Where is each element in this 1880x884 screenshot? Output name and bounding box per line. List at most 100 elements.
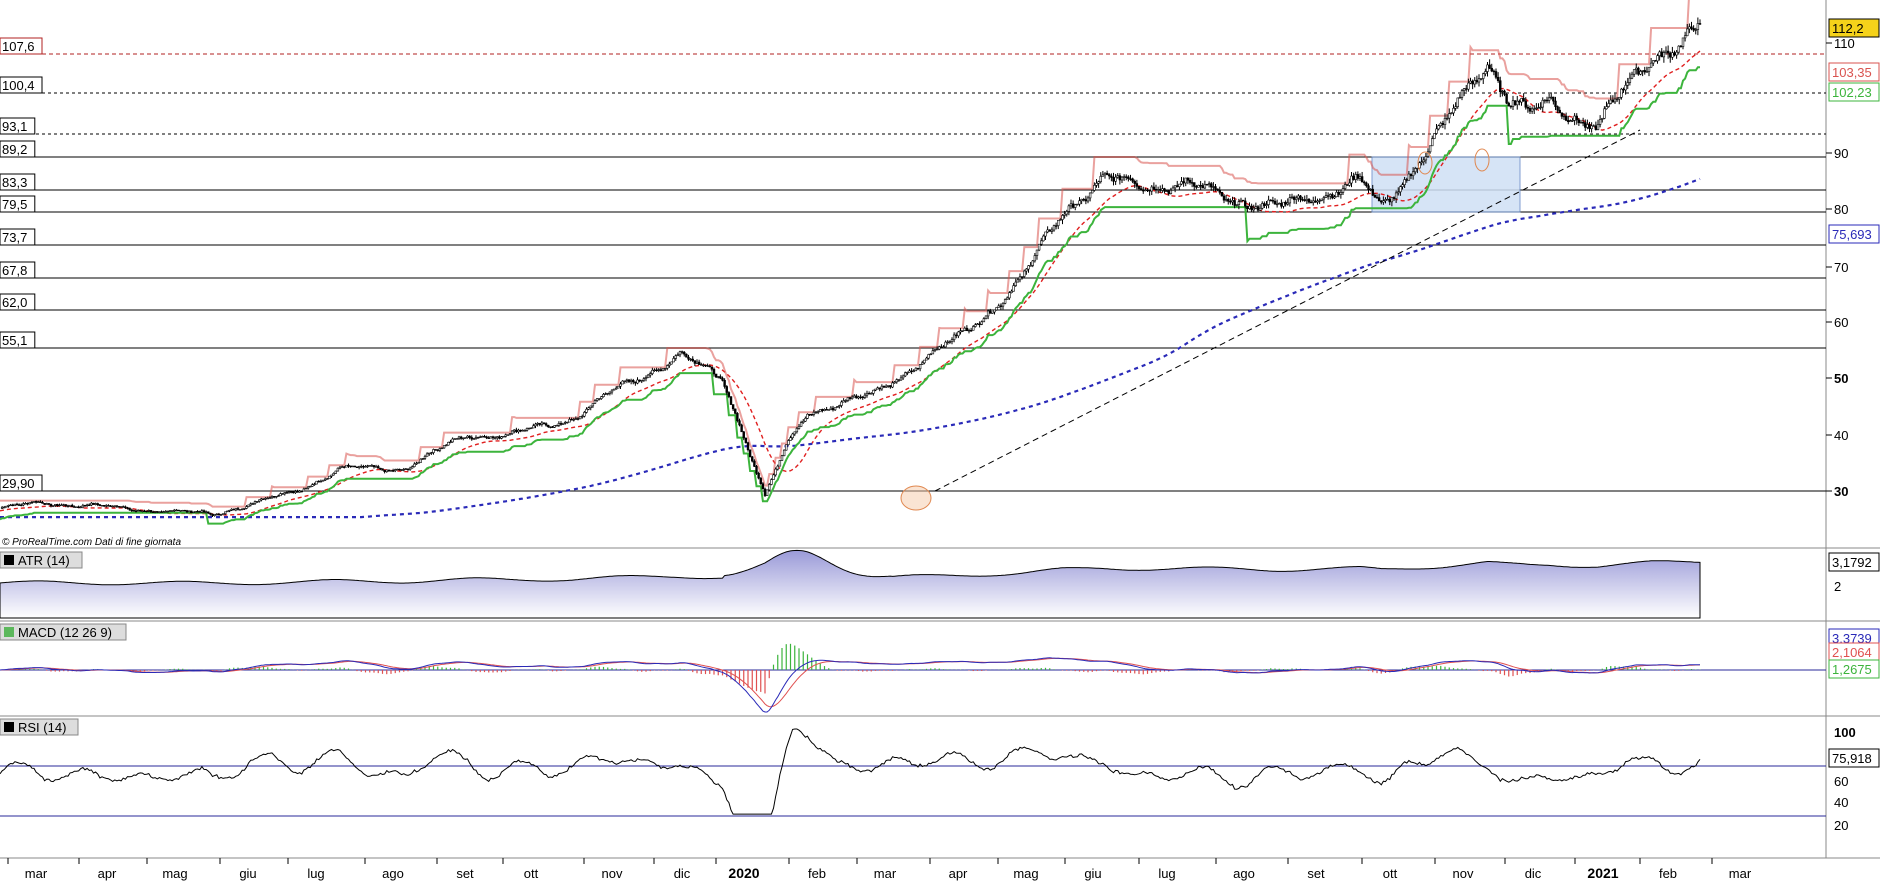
price-candle	[1326, 195, 1330, 197]
price-candle	[1516, 100, 1519, 106]
price-candle	[453, 438, 456, 440]
price-candle	[275, 496, 278, 498]
price-candle	[22, 503, 25, 506]
price-candle	[504, 434, 507, 437]
price-candle	[73, 506, 76, 508]
price-candle	[1054, 225, 1058, 227]
price-candle	[1609, 99, 1612, 104]
price-candle	[668, 363, 671, 366]
macd-line	[0, 657, 1700, 713]
price-candle	[1586, 124, 1589, 128]
price-candle	[704, 364, 707, 367]
price-candle	[28, 502, 31, 505]
price-candle	[1350, 175, 1353, 184]
price-candle	[1373, 195, 1377, 198]
price-candle	[712, 368, 716, 375]
price-candle	[1059, 219, 1062, 221]
price-candle	[1501, 90, 1504, 93]
price-candle	[1052, 225, 1056, 231]
atr-value-label-box	[1828, 552, 1880, 572]
price-candle	[217, 513, 221, 516]
price-candle	[479, 436, 482, 438]
price-candle	[1594, 125, 1598, 130]
price-candle	[846, 397, 850, 401]
price-candle	[1180, 181, 1183, 185]
price-candle	[1091, 190, 1094, 194]
price-candle	[107, 505, 110, 507]
price-candle	[831, 407, 835, 411]
level-label-box	[0, 474, 43, 492]
price-candle	[1299, 195, 1302, 200]
price-candle	[1477, 78, 1481, 83]
price-candle	[755, 466, 758, 474]
last-price-label: 112,2	[1832, 21, 1864, 36]
price-candle	[636, 379, 639, 384]
price-candle	[464, 437, 467, 439]
price-candle	[1205, 184, 1209, 186]
price-candle	[1010, 290, 1013, 294]
price-candle	[321, 479, 325, 482]
level-label: 55,1	[2, 333, 27, 348]
price-candle	[804, 418, 807, 422]
price-candle	[1547, 97, 1551, 101]
price-candle	[889, 385, 892, 388]
price-candle	[213, 514, 216, 516]
green-trail-label: 102,23	[1832, 85, 1872, 100]
price-candle	[517, 429, 520, 433]
x-tick-label: apr	[98, 866, 117, 881]
x-tick-label: lug	[1158, 866, 1175, 881]
price-candle	[283, 492, 286, 495]
price-candle	[266, 497, 269, 500]
price-candle	[1006, 297, 1009, 300]
price-candle	[1152, 186, 1156, 190]
price-candle	[1035, 249, 1039, 256]
price-candle	[1392, 197, 1396, 199]
price-candle	[319, 480, 323, 483]
price-candle	[1490, 67, 1493, 72]
price-candle	[1677, 45, 1680, 53]
x-axis: mar apr mag giu lug ago set ott nov dic 2020 feb mar…	[7, 858, 1752, 881]
x-tick-label: ott	[1383, 866, 1398, 881]
x-tick-label: set	[456, 866, 474, 881]
price-candle	[1575, 115, 1578, 121]
price-candle	[207, 511, 210, 514]
level-label-box	[0, 117, 36, 135]
price-candle	[946, 341, 949, 344]
price-candle	[1635, 67, 1638, 70]
price-candle	[884, 385, 888, 388]
price-candle	[568, 419, 571, 423]
price-candle	[1012, 285, 1015, 292]
price-candle	[147, 510, 150, 512]
price-candle	[666, 365, 669, 369]
price-candle	[1046, 229, 1049, 233]
price-candle	[136, 510, 140, 512]
price-candle	[850, 396, 854, 399]
y-tick-label: 30	[1834, 484, 1848, 499]
price-candle	[1110, 175, 1113, 178]
price-candle	[870, 393, 873, 395]
price-candle	[1280, 203, 1283, 207]
price-candle	[9, 504, 12, 507]
price-candle	[942, 346, 945, 349]
price-candle	[1095, 182, 1098, 186]
macd-signal-line	[0, 657, 1701, 708]
price-candle	[1394, 192, 1398, 199]
price-candle	[778, 460, 782, 467]
price-candle	[166, 510, 170, 513]
price-candle	[753, 460, 756, 467]
price-candle	[466, 435, 469, 438]
price-candle	[113, 505, 116, 507]
price-candle	[102, 505, 106, 507]
price-candle	[1001, 302, 1005, 307]
price-candle	[156, 511, 159, 513]
level-label: 83,3	[2, 175, 27, 190]
price-candle	[986, 310, 990, 317]
macd-legend-swatch	[4, 627, 14, 637]
price-candle	[627, 379, 631, 382]
price-candle	[540, 422, 544, 425]
price-candle	[211, 513, 214, 516]
price-candle	[534, 423, 537, 427]
price-candle	[1148, 190, 1151, 192]
price-candle	[500, 436, 503, 439]
price-candle	[1409, 173, 1413, 177]
